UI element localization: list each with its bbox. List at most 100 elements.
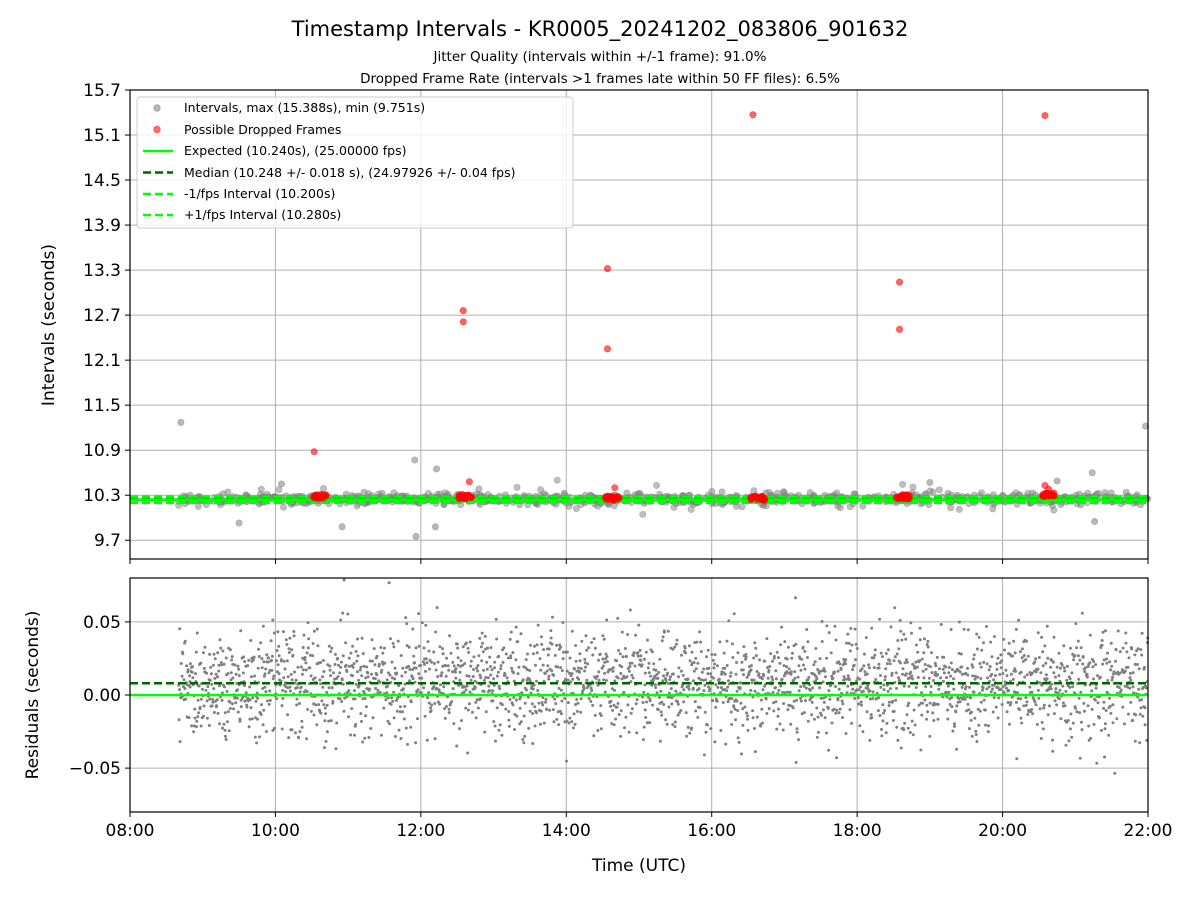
residual-point [268,689,272,693]
residual-point [434,668,438,672]
residual-point [862,664,866,668]
residual-point [288,685,292,689]
residual-point [920,657,924,661]
residual-point [547,647,551,651]
residual-point [297,736,301,740]
residual-point [576,666,580,670]
residual-point [187,716,191,720]
residual-point [390,660,394,664]
residual-point [392,716,396,720]
residuals-y-tick-label: 0.00 [83,686,121,706]
residual-point [432,662,436,665]
residual-point [895,652,899,656]
residual-point [234,701,238,705]
residual-point [793,670,797,674]
residual-point [892,709,896,713]
residual-point [726,700,730,704]
residual-point [1141,714,1145,718]
residual-point [518,706,522,710]
residual-point [815,735,819,739]
residual-point [1101,662,1105,666]
residual-point [969,710,973,714]
residual-point [551,708,555,712]
residual-point [571,726,575,730]
interval-point [926,487,934,495]
residual-point [338,697,342,701]
residual-point [509,656,513,660]
residual-point [834,711,838,715]
residual-point [726,685,730,689]
residual-point [285,643,289,646]
residual-point [558,709,562,713]
residual-point [615,705,619,709]
residual-point [626,703,630,707]
residual-point [208,697,212,701]
residual-point [1124,631,1128,635]
residual-point [878,714,882,717]
residual-point [785,657,789,661]
residual-point [855,688,859,692]
residual-point [768,665,772,668]
residual-point [226,720,229,724]
residual-point [579,710,583,714]
residual-point [711,699,715,703]
residual-point [995,667,999,671]
residual-point [516,672,520,676]
residual-point [912,708,916,712]
residual-point [1100,639,1104,642]
residual-point [1128,676,1132,680]
residual-point [319,682,322,686]
residual-point [996,656,1000,660]
residual-point [377,662,381,666]
residual-point [194,672,197,676]
residual-point [341,654,345,658]
residual-point [344,663,348,667]
residual-point [479,697,482,701]
residual-point [559,712,563,716]
residual-point [868,697,872,701]
residual-point [694,709,698,713]
residual-point [235,681,239,685]
residual-point [712,676,715,680]
residual-point [872,666,876,670]
residual-point [375,654,379,658]
x-axis-label: Time (UTC) [591,856,686,876]
residual-point [577,677,581,681]
residual-point [746,728,750,732]
residual-point [200,687,204,691]
residual-point [774,686,777,689]
residual-point [751,709,755,713]
residual-point [859,700,863,704]
residual-point [757,672,761,676]
residual-point [213,657,217,661]
residual-point [309,709,313,713]
residual-point [932,679,935,682]
residual-point [472,655,476,659]
residual-point [767,707,771,711]
residual-point [471,675,475,678]
residual-point [223,685,226,689]
residual-point [778,722,782,726]
residual-point [781,728,785,732]
residual-point [985,687,989,691]
residual-point [585,648,589,652]
residual-point [386,719,390,723]
residual-point [277,672,281,676]
residual-point [478,673,482,677]
residual-point [1109,711,1113,715]
residual-point [1049,687,1053,691]
interval-point [275,486,283,494]
residual-point [999,666,1003,670]
residual-point [289,672,293,676]
residual-point [954,710,958,714]
residual-point [1100,729,1103,732]
residual-point [192,730,196,734]
residual-point [449,651,453,655]
residual-point [641,738,645,742]
residual-point [936,702,940,706]
residual-point [177,718,181,722]
residual-point [744,652,748,656]
residual-point [347,656,351,660]
residual-point [401,710,404,714]
residual-point [739,701,743,705]
